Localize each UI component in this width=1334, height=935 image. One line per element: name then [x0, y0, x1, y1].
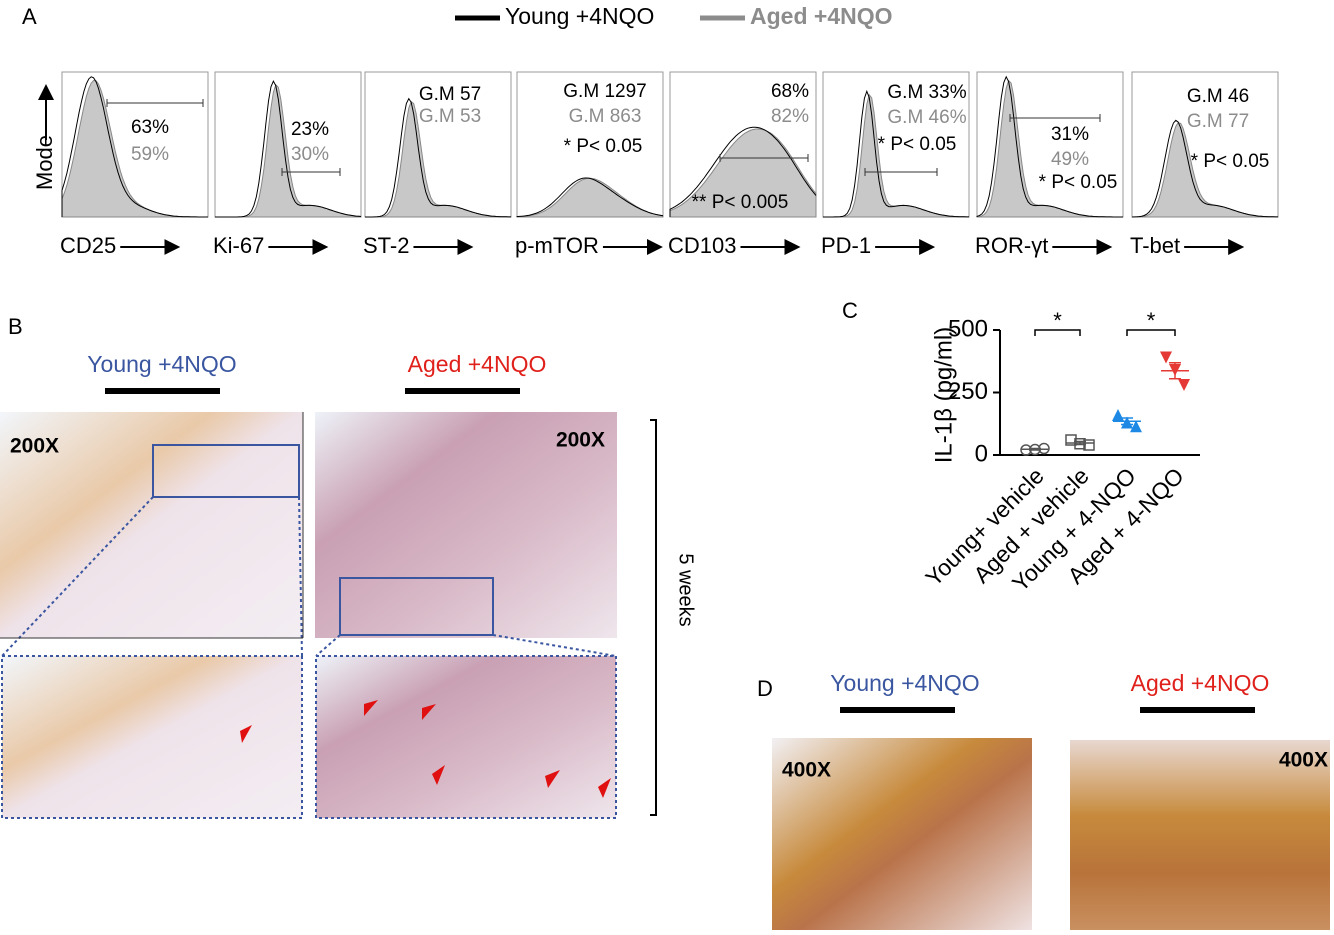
magnification: 200X [10, 435, 59, 458]
error-bar [1169, 362, 1181, 380]
histogram-young [669, 126, 817, 217]
marker-label: ST-2 [363, 233, 409, 258]
panel-label: A [22, 4, 37, 29]
significance-label: * [1053, 308, 1062, 333]
histogram-annotation: 82% [771, 106, 809, 127]
histogram-annotation: G.M 46% [887, 107, 966, 128]
histogram-young [61, 76, 208, 218]
zoom-box [152, 444, 300, 498]
column-label: Aged +4NQO [1131, 670, 1270, 696]
histogram-young [976, 75, 1123, 218]
zoom-line [315, 634, 341, 657]
magnification: 400X [1279, 749, 1328, 772]
marker-label: ROR-γt [975, 233, 1048, 258]
marker-label: Ki-67 [213, 233, 264, 258]
histology-image [1070, 740, 1330, 930]
y-tick-label: 250 [948, 378, 988, 405]
histogram-annotation: G.M 1297 [563, 81, 646, 102]
histogram-box [1131, 71, 1279, 218]
marker-label: p-mTOR [515, 233, 599, 258]
histogram-aged [669, 128, 817, 218]
histogram-annotation: G.M 863 [569, 106, 642, 127]
data-point [1178, 379, 1190, 391]
histogram-annotation: 31% [1051, 124, 1089, 145]
histogram-annotation: 63% [131, 117, 169, 138]
column-label: Young +4NQO [87, 351, 236, 377]
histogram-young [365, 97, 511, 218]
histogram-box [822, 71, 970, 218]
histogram-annotation: 68% [771, 81, 809, 102]
histology-image [0, 412, 303, 638]
zoom-line [298, 496, 303, 657]
histogram-box [364, 71, 512, 218]
histogram-annotation: 23% [291, 119, 329, 140]
histology-zoom [1, 655, 303, 819]
histogram-annotation: * P< 0.05 [564, 136, 643, 157]
side-label: 5 weeks [675, 553, 697, 626]
marker-label: T-bet [1130, 233, 1180, 258]
histogram-young [516, 177, 664, 218]
significance-bracket [1126, 329, 1176, 336]
histogram-annotation: G.M 46 [1187, 86, 1249, 107]
column-label: Aged +4NQO [408, 351, 547, 377]
histogram-young [1131, 119, 1278, 218]
histogram-annotation: * P< 0.05 [878, 134, 957, 155]
significance-bracket [1034, 329, 1081, 336]
histogram-annotation: * P< 0.05 [1191, 151, 1270, 172]
marker-label: PD-1 [821, 233, 871, 258]
histogram-annotation: 30% [291, 144, 329, 165]
red-arrows [240, 700, 611, 798]
zoom-line [1, 496, 154, 657]
magnification: 400X [782, 759, 831, 782]
zoom-box [339, 577, 494, 636]
histogram-annotation: G.M 53 [419, 106, 481, 127]
data-point [1112, 409, 1124, 421]
data-point [1065, 434, 1077, 446]
histogram-annotation: G.M 57 [419, 84, 481, 105]
y-axis-label: Mode [32, 135, 57, 190]
panel-label: D [757, 676, 773, 701]
histology-image [315, 412, 617, 638]
histogram-annotation: * P< 0.05 [1039, 172, 1118, 193]
histogram-young [215, 80, 362, 218]
marker-label: CD25 [60, 233, 116, 258]
histogram-annotation: G.M 33% [887, 82, 966, 103]
histology-zoom [315, 655, 617, 819]
histogram-annotation: 49% [1051, 149, 1089, 170]
histology-image [772, 738, 1032, 930]
error-bar [1029, 447, 1041, 451]
legend-label: Aged +4NQO [750, 3, 893, 29]
panel-label: B [8, 314, 23, 339]
data-point [1160, 351, 1172, 364]
error-bar [1074, 440, 1086, 446]
histology-images [0, 412, 1330, 930]
marker-label: CD103 [668, 233, 736, 258]
magnification: 200X [556, 429, 605, 452]
y-axis-label: IL-1β (pg/ml) [930, 327, 957, 464]
column-label: Young +4NQO [830, 670, 979, 696]
bracket [650, 419, 657, 816]
zoom-line [492, 634, 617, 657]
significance-label: * [1147, 308, 1156, 333]
y-tick-label: 500 [948, 315, 988, 342]
histogram-annotation: 59% [131, 144, 169, 165]
error-bar [1121, 417, 1133, 426]
histogram-annotation: G.M 77 [1187, 111, 1249, 132]
panel-label: C [842, 298, 858, 323]
data-point [1130, 420, 1142, 433]
legend-label: Young +4NQO [505, 3, 654, 29]
histogram-young [823, 89, 969, 218]
histogram-annotation: ** P< 0.005 [692, 192, 789, 213]
y-tick-label: 0 [975, 440, 988, 467]
